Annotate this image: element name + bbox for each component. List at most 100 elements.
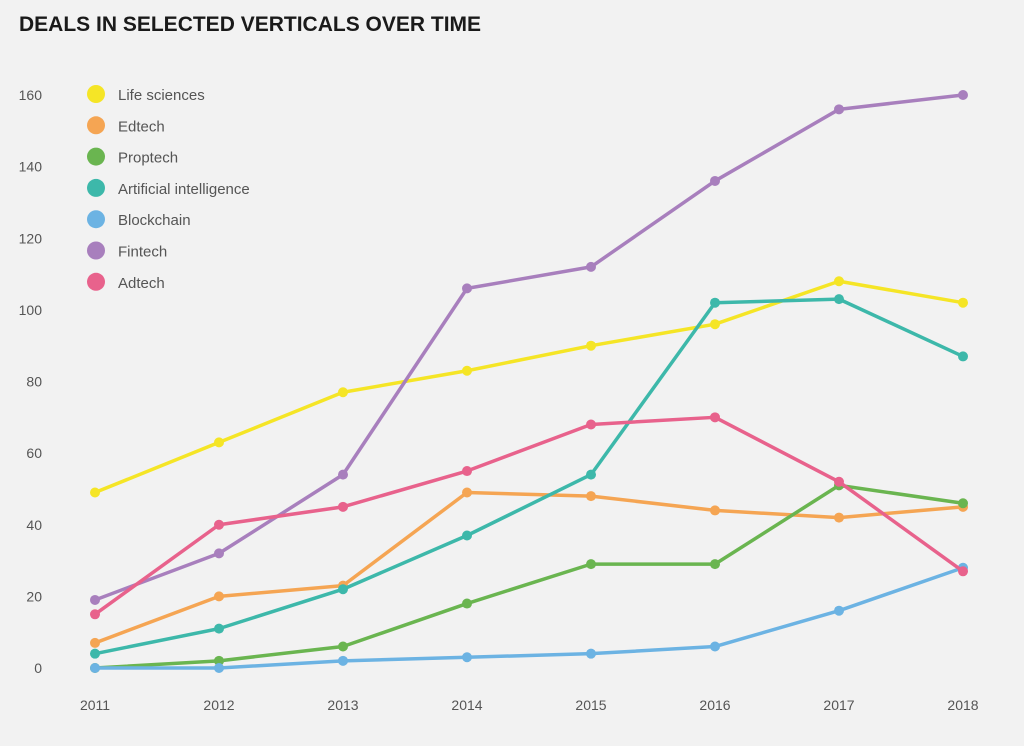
data-point bbox=[958, 90, 968, 100]
data-point bbox=[958, 297, 968, 308]
data-point bbox=[462, 652, 472, 663]
legend-swatch bbox=[87, 272, 105, 291]
legend-item: Artificial intelligence bbox=[87, 178, 250, 198]
data-point bbox=[338, 501, 348, 512]
data-point bbox=[90, 648, 100, 659]
data-point bbox=[710, 505, 720, 516]
legend-item: Edtech bbox=[87, 116, 165, 135]
series-life-sciences bbox=[90, 276, 968, 498]
y-tick-label: 160 bbox=[19, 87, 43, 103]
x-tick-label: 2018 bbox=[947, 697, 978, 713]
legend-item: Life sciences bbox=[87, 85, 205, 104]
legend-item: Fintech bbox=[87, 241, 167, 261]
legend-label: Edtech bbox=[118, 118, 165, 135]
data-point bbox=[462, 487, 472, 498]
series-blockchain bbox=[90, 562, 968, 673]
data-point bbox=[958, 498, 968, 509]
series-line bbox=[93, 490, 965, 645]
data-point bbox=[834, 276, 844, 287]
legend-label: Proptech bbox=[118, 150, 178, 167]
data-point bbox=[710, 297, 720, 308]
legend: Life sciences Edtech Proptech Artificial in… bbox=[87, 85, 250, 292]
x-tick-label: 2015 bbox=[575, 697, 606, 713]
data-point bbox=[90, 663, 100, 673]
legend-swatch bbox=[87, 116, 105, 135]
legend-swatch bbox=[87, 85, 105, 103]
y-tick-label: 0 bbox=[34, 660, 42, 676]
data-point bbox=[586, 491, 596, 502]
data-point bbox=[462, 365, 472, 376]
data-point bbox=[834, 476, 844, 487]
series-proptech bbox=[90, 480, 968, 673]
series-line bbox=[93, 415, 965, 617]
data-point bbox=[214, 591, 224, 602]
data-point bbox=[586, 419, 596, 430]
data-point bbox=[214, 655, 224, 666]
y-tick-label: 140 bbox=[19, 159, 43, 175]
data-point bbox=[834, 512, 844, 523]
data-point bbox=[214, 663, 224, 673]
y-tick-label: 40 bbox=[26, 517, 42, 533]
series-lines bbox=[90, 90, 968, 673]
legend-swatch bbox=[87, 241, 105, 260]
series-adtech bbox=[90, 412, 968, 620]
data-point bbox=[338, 584, 348, 595]
data-point bbox=[586, 340, 596, 351]
legend-label: Adtech bbox=[118, 275, 165, 292]
data-point bbox=[710, 641, 720, 652]
x-tick-label: 2016 bbox=[699, 697, 730, 713]
legend-label: Blockchain bbox=[118, 212, 191, 229]
data-point bbox=[586, 261, 596, 272]
data-point bbox=[214, 548, 224, 559]
data-point bbox=[834, 294, 844, 305]
data-point bbox=[90, 594, 100, 605]
y-tick-label: 20 bbox=[26, 588, 42, 604]
x-axis-ticks: 2011 2012 2013 2014 2015 2016 2017 2018 bbox=[80, 697, 979, 713]
data-point bbox=[710, 412, 720, 423]
legend-label: Fintech bbox=[118, 244, 167, 261]
y-tick-label: 60 bbox=[26, 445, 42, 461]
legend-label: Artificial intelligence bbox=[118, 181, 250, 198]
data-point bbox=[834, 605, 844, 616]
series-line bbox=[93, 93, 965, 602]
data-point bbox=[90, 637, 100, 648]
data-point bbox=[958, 351, 968, 362]
legend-item: Blockchain bbox=[87, 210, 191, 229]
x-tick-label: 2013 bbox=[327, 697, 358, 713]
data-point bbox=[834, 104, 844, 115]
legend-swatch bbox=[87, 178, 105, 197]
data-point bbox=[338, 655, 348, 666]
y-tick-label: 120 bbox=[19, 230, 43, 246]
data-point bbox=[90, 487, 100, 498]
data-point bbox=[462, 598, 472, 609]
data-point bbox=[586, 469, 596, 480]
series-edtech bbox=[90, 487, 968, 648]
x-tick-label: 2017 bbox=[823, 697, 854, 713]
data-point bbox=[958, 566, 968, 577]
data-point bbox=[710, 319, 720, 330]
data-point bbox=[214, 623, 224, 634]
data-point bbox=[586, 559, 596, 570]
x-tick-label: 2011 bbox=[80, 697, 110, 713]
legend-item: Adtech bbox=[87, 272, 165, 292]
y-tick-label: 100 bbox=[19, 302, 43, 318]
chart-title: DEALS IN SELECTED VERTICALS OVER TIME bbox=[19, 13, 481, 36]
data-point bbox=[710, 175, 720, 186]
y-tick-label: 80 bbox=[26, 374, 42, 390]
y-axis-ticks: 0 20 40 60 80 100 120 140 160 bbox=[19, 87, 43, 676]
series-line bbox=[93, 483, 965, 670]
data-point bbox=[214, 437, 224, 448]
data-point bbox=[710, 559, 720, 570]
series-line bbox=[93, 279, 965, 495]
data-point bbox=[338, 469, 348, 480]
series-line bbox=[93, 297, 965, 656]
data-point bbox=[586, 648, 596, 659]
legend-item: Proptech bbox=[87, 147, 178, 167]
legend-label: Life sciences bbox=[118, 87, 205, 104]
data-point bbox=[462, 283, 472, 294]
series-fintech bbox=[90, 90, 968, 605]
series-line bbox=[93, 565, 965, 670]
data-point bbox=[90, 609, 100, 620]
data-point bbox=[338, 641, 348, 652]
